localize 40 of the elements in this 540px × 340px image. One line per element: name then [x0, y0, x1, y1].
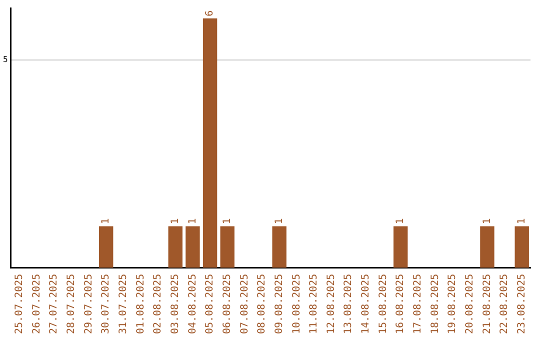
- x-tick-label: 15.08.2025: [378, 274, 389, 334]
- x-tick-label: 25.07.2025: [14, 274, 26, 334]
- x-tick-label: 23.08.2025: [516, 274, 528, 334]
- x-tick-label: 14.08.2025: [360, 274, 372, 334]
- data-label: 6: [204, 10, 216, 16]
- data-label: 1: [274, 218, 285, 224]
- x-tick-label: 03.08.2025: [170, 274, 181, 334]
- x-tick-label: 01.08.2025: [135, 274, 146, 334]
- data-label: 1: [516, 218, 528, 224]
- x-tick-label: 29.07.2025: [83, 274, 94, 334]
- x-tick-label: 16.08.2025: [395, 274, 406, 334]
- x-tick-label: 09.08.2025: [274, 274, 285, 334]
- x-tick-label: 08.08.2025: [256, 274, 268, 334]
- x-tick-label: 27.07.2025: [48, 274, 60, 334]
- data-label: 1: [222, 218, 233, 224]
- x-tick-label: 04.08.2025: [187, 274, 198, 334]
- x-tick-label: 30.07.2025: [100, 274, 112, 334]
- x-tick-label: 17.08.2025: [412, 274, 424, 334]
- x-tick-label: 22.08.2025: [499, 274, 510, 334]
- x-tick-label: 19.08.2025: [447, 274, 458, 334]
- x-tick-label: 10.08.2025: [291, 274, 302, 334]
- x-tick-label: 18.08.2025: [430, 274, 441, 334]
- x-tick-label: 12.08.2025: [326, 274, 337, 334]
- data-label: 1: [395, 218, 406, 224]
- x-tick-label: 02.08.2025: [152, 274, 164, 334]
- y-tick-label: 5: [2, 55, 8, 64]
- x-tick-label: 31.07.2025: [118, 274, 130, 334]
- x-tick-label: 28.07.2025: [66, 274, 78, 334]
- x-tick-label: 20.08.2025: [464, 274, 476, 334]
- x-tick-label: 11.08.2025: [308, 274, 320, 334]
- x-tick-label: 26.07.2025: [31, 274, 42, 334]
- x-tick-label: 21.08.2025: [482, 274, 493, 334]
- data-label: 1: [170, 218, 181, 224]
- x-tick-label: 06.08.2025: [222, 274, 233, 334]
- data-label: 1: [482, 218, 493, 224]
- x-tick-label: 07.08.2025: [239, 274, 250, 334]
- x-tick-label: 13.08.2025: [343, 274, 354, 334]
- x-tick-label: 05.08.2025: [204, 274, 216, 334]
- data-label: 1: [187, 218, 198, 224]
- data-label: 1: [100, 218, 112, 224]
